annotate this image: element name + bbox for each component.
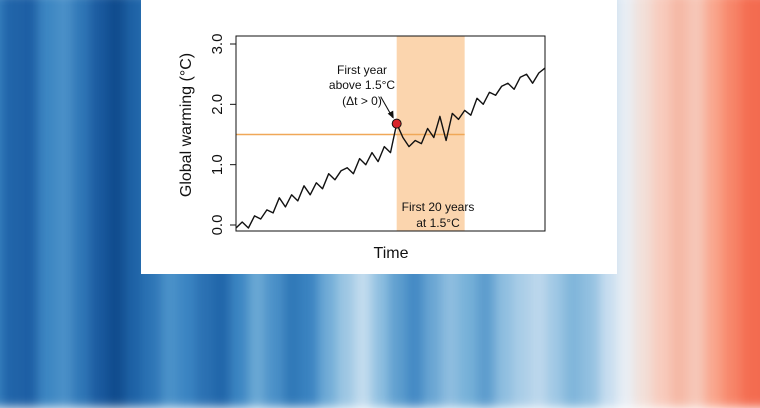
marker-label-line3: (Δt > 0) (342, 94, 382, 108)
background-stripe (740, 0, 758, 408)
y-tick-label: 3.0 (209, 34, 226, 55)
first-year-marker (391, 118, 402, 129)
background-stripe (19, 0, 38, 408)
background-stripe (634, 0, 653, 408)
chart-card: 0.0 1.0 2.0 3.0 First year above 1.5°C (Δt … (141, 0, 617, 274)
background-stripe (617, 0, 635, 408)
marker-label-line1: First year (337, 63, 387, 77)
background-stripe (687, 0, 706, 408)
background-stripe (90, 0, 108, 408)
warming-series-line (235, 67, 546, 229)
background-stripe (652, 0, 670, 408)
background-stripe (669, 0, 688, 408)
y-tick-label: 1.0 (209, 154, 226, 175)
x-axis-label: Time (374, 245, 409, 262)
shaded-region-label-line2: at 1.5°C (416, 216, 460, 230)
y-tick-label: 2.0 (209, 94, 226, 115)
background-stripe (757, 0, 760, 408)
y-axis-label: Global warming (°C) (178, 53, 195, 197)
background-stripe (55, 0, 73, 408)
background-stripe (107, 0, 126, 408)
background-stripe (705, 0, 723, 408)
background-stripe (37, 0, 56, 408)
background-stripe (722, 0, 741, 408)
plot-frame (235, 35, 546, 232)
marker-arrow-head (387, 110, 394, 119)
background-stripe (0, 0, 3, 408)
marker-label-line2: above 1.5°C (329, 78, 396, 92)
y-tick-label: 0.0 (209, 215, 226, 236)
shaded-region-label-line1: First 20 years (402, 200, 475, 214)
line-chart: 0.0 1.0 2.0 3.0 First year above 1.5°C (Δt … (178, 34, 546, 262)
background-stripe (2, 0, 20, 408)
background-stripe (125, 0, 143, 408)
background-stripe (72, 0, 91, 408)
